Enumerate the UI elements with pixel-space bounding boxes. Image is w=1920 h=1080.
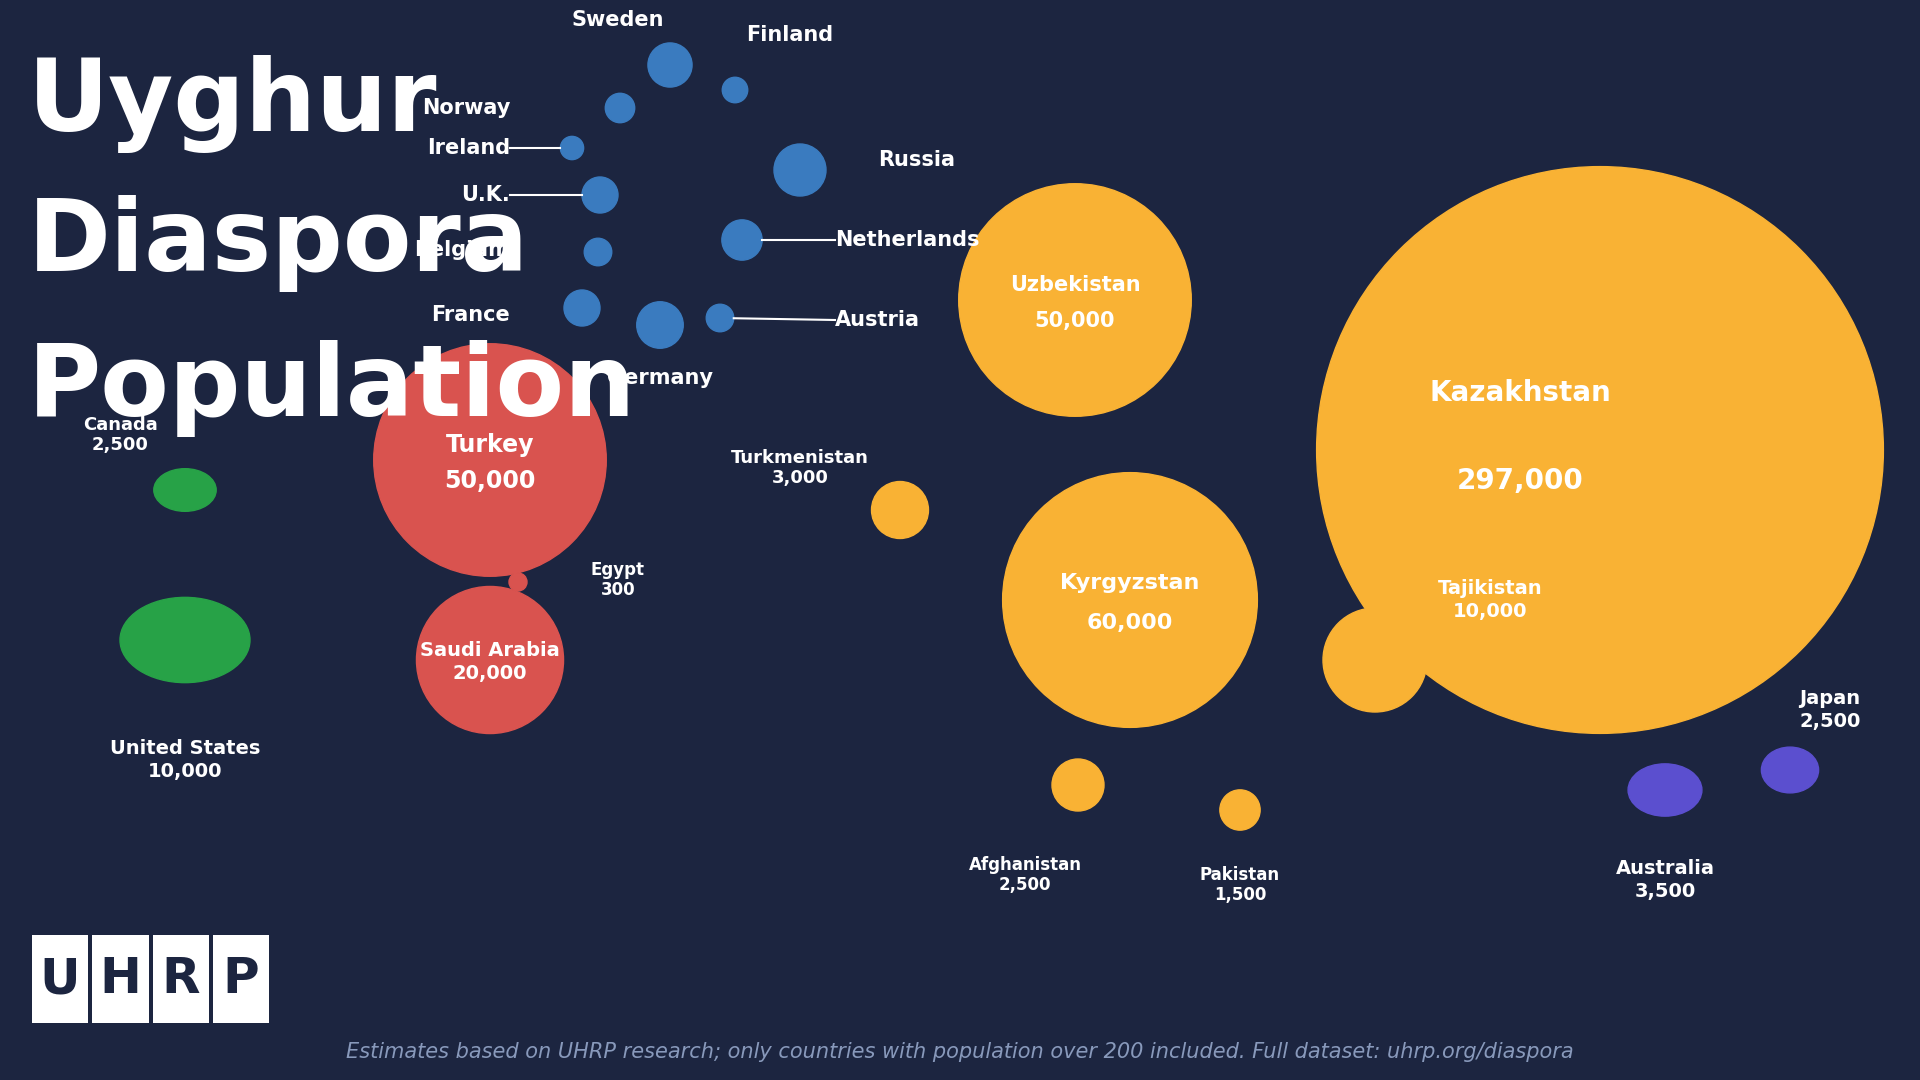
Circle shape — [1052, 759, 1104, 811]
Text: U.K.: U.K. — [461, 185, 511, 205]
FancyBboxPatch shape — [152, 935, 209, 1023]
Text: United States
10,000: United States 10,000 — [109, 740, 261, 781]
Ellipse shape — [1628, 764, 1701, 816]
Circle shape — [722, 78, 747, 103]
Text: Ireland: Ireland — [426, 138, 511, 158]
Circle shape — [1002, 473, 1258, 727]
Text: Austria: Austria — [835, 310, 920, 330]
Circle shape — [1323, 608, 1427, 712]
Text: Turkey: Turkey — [445, 433, 534, 457]
Circle shape — [584, 239, 612, 266]
Text: 60,000: 60,000 — [1087, 613, 1173, 633]
Circle shape — [374, 343, 607, 577]
Text: Saudi Arabia: Saudi Arabia — [420, 640, 561, 660]
Text: Belgium: Belgium — [415, 240, 511, 260]
Circle shape — [722, 220, 762, 260]
Circle shape — [1219, 789, 1260, 831]
Text: Afghanistan
2,500: Afghanistan 2,500 — [968, 855, 1081, 894]
Text: Russia: Russia — [877, 150, 954, 170]
Text: P: P — [223, 955, 259, 1003]
Text: Tajikistan
10,000: Tajikistan 10,000 — [1438, 580, 1542, 621]
Circle shape — [561, 136, 584, 160]
Text: Kyrgyzstan: Kyrgyzstan — [1060, 573, 1200, 593]
Text: Japan
2,500: Japan 2,500 — [1799, 689, 1860, 730]
Circle shape — [509, 573, 526, 591]
FancyBboxPatch shape — [213, 935, 269, 1023]
Text: Finland: Finland — [747, 25, 833, 45]
Text: Population: Population — [29, 340, 636, 437]
Text: Estimates based on UHRP research; only countries with population over 200 includ: Estimates based on UHRP research; only c… — [346, 1042, 1574, 1062]
Text: U: U — [40, 955, 81, 1003]
Text: Pakistan
1,500: Pakistan 1,500 — [1200, 865, 1281, 904]
Text: Sweden: Sweden — [572, 10, 664, 30]
Text: H: H — [100, 955, 142, 1003]
Text: Kazakhstan: Kazakhstan — [1428, 379, 1611, 407]
Text: 50,000: 50,000 — [444, 469, 536, 492]
Text: 20,000: 20,000 — [453, 664, 528, 683]
Circle shape — [1317, 166, 1884, 733]
Text: Uzbekistan: Uzbekistan — [1010, 275, 1140, 295]
Circle shape — [637, 301, 684, 348]
Text: Australia
3,500: Australia 3,500 — [1615, 860, 1715, 901]
Text: Diaspora: Diaspora — [29, 195, 530, 292]
Text: Egypt
300: Egypt 300 — [591, 561, 645, 599]
Text: France: France — [432, 305, 511, 325]
Text: Netherlands: Netherlands — [835, 230, 979, 249]
Circle shape — [564, 291, 601, 326]
Text: Uyghur: Uyghur — [29, 55, 438, 153]
Ellipse shape — [1761, 747, 1818, 793]
Text: Turkmenistan
3,000: Turkmenistan 3,000 — [732, 448, 870, 487]
Circle shape — [647, 43, 691, 87]
Circle shape — [605, 93, 636, 123]
Circle shape — [417, 586, 564, 733]
Circle shape — [774, 144, 826, 195]
Text: 297,000: 297,000 — [1457, 467, 1584, 495]
Text: 50,000: 50,000 — [1035, 311, 1116, 330]
FancyBboxPatch shape — [92, 935, 148, 1023]
FancyBboxPatch shape — [33, 935, 88, 1023]
Circle shape — [872, 482, 929, 539]
Circle shape — [958, 184, 1190, 416]
Text: Germany: Germany — [607, 368, 712, 388]
Text: Canada
2,500: Canada 2,500 — [83, 416, 157, 455]
Ellipse shape — [119, 597, 250, 683]
Text: R: R — [161, 955, 200, 1003]
Circle shape — [582, 177, 618, 213]
Ellipse shape — [154, 469, 217, 511]
Text: Norway: Norway — [422, 98, 511, 118]
Circle shape — [707, 305, 733, 332]
